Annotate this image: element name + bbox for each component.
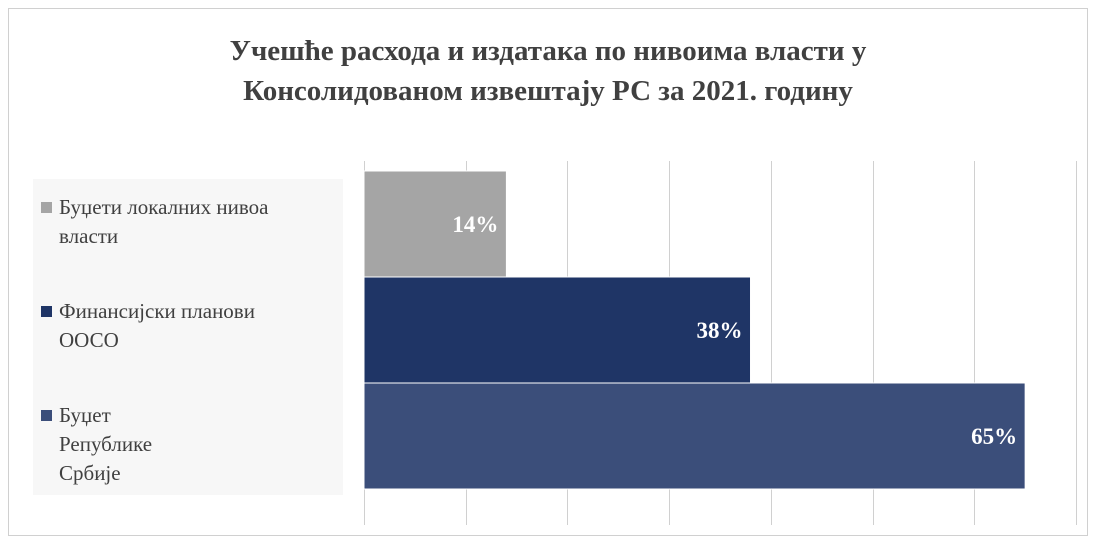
legend-item-ooso-plans: Финансијски планови ООСО [41, 297, 337, 355]
bar-value-label-1: 14% [452, 212, 498, 237]
chart-title-line-2: Консолидованом извештају РС за 2021. год… [243, 75, 853, 107]
chart-frame: Учешће расхода и издатака по нивоима вла… [8, 8, 1088, 536]
plot-area: 14% 38% 65% [363, 161, 1077, 525]
legend-label-ooso-plans: Финансијски планови ООСО [59, 299, 255, 352]
chart-title-line-1: Учешће расхода и издатака по нивоима вла… [229, 35, 867, 67]
legend-item-local-budgets: Буџети локалних нивоа власти [41, 193, 337, 251]
legend-label-local-budgets: Буџети локалних нивоа власти [59, 195, 269, 248]
legend-swatch-ooso-plans [41, 306, 52, 317]
legend-label-republic-budget: Буџет Републике Србије [59, 403, 153, 485]
bar-value-label-2: 38% [697, 318, 743, 343]
chart-title: Учешће расхода и издатака по нивоима вла… [9, 31, 1087, 111]
bars [363, 170, 1026, 490]
bar-1 [363, 170, 507, 278]
legend-swatch-local-budgets [41, 202, 52, 213]
chart-legend: Буџети локалних нивоа власти Финансијски… [33, 179, 343, 495]
bar-labels: 14% 38% 65% [452, 212, 1017, 449]
legend-swatch-republic-budget [41, 410, 52, 421]
legend-item-republic-budget: Буџет Републике Србије [41, 401, 337, 488]
bar-value-label-3: 65% [971, 424, 1017, 449]
bar-3 [363, 382, 1026, 490]
bar-2 [363, 276, 752, 384]
